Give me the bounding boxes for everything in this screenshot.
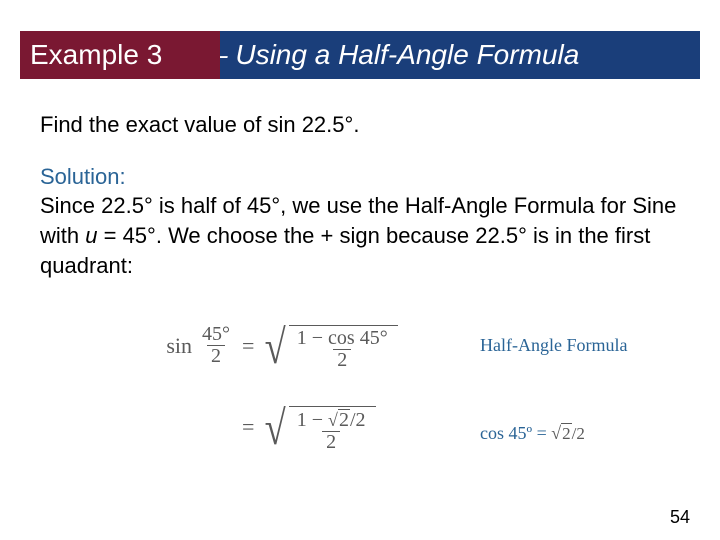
equals-sign: = <box>234 333 262 359</box>
banner-subtitle: – Using a Half-Angle Formula <box>200 31 700 79</box>
square-root-1: √ 1 − cos 45° 2 <box>262 320 397 371</box>
sqrt-fraction-1: 1 − cos 45° 2 <box>293 328 392 371</box>
annotation-half-angle: Half-Angle Formula <box>480 335 627 356</box>
cos45-lhs: cos 45º = <box>480 423 551 443</box>
sqrt2-num: 1 − √2/2 <box>293 409 370 431</box>
frac-den: 2 <box>207 345 225 367</box>
solution-label: Solution: <box>40 162 680 192</box>
prompt-text: Find the exact value of sin 22.5°. <box>40 110 680 140</box>
title-banner: – Using a Half-Angle Formula Example 3 <box>20 31 700 79</box>
radical-icon: √ <box>265 409 286 461</box>
explanation-part2: = 45°. We choose the + sign because 22.5… <box>40 223 650 278</box>
equals-sign-2: = <box>234 414 262 440</box>
annotation-cos45: cos 45º = √2/2 <box>480 423 585 444</box>
sqrt1-num: 1 − cos 45° <box>293 328 392 349</box>
fraction-45-over-2: 45° 2 <box>198 324 234 367</box>
square-root-2: √ 1 − √2/2 2 <box>262 401 375 453</box>
formula-block: sin 45° 2 = √ 1 − cos 45° 2 45°2 = √ <box>140 320 440 483</box>
explanation-text: Since 22.5° is half of 45°, we use the H… <box>40 191 680 280</box>
sqrt1-den: 2 <box>333 349 351 371</box>
banner-title: Example 3 <box>20 31 220 79</box>
u-variable: u <box>85 223 97 248</box>
page-number: 54 <box>670 507 690 528</box>
radical-icon: √ <box>265 328 286 379</box>
sqrt-fraction-2: 1 − √2/2 2 <box>293 409 370 453</box>
sin-label: sin <box>140 333 192 359</box>
formula-row-1: sin 45° 2 = √ 1 − cos 45° 2 <box>140 320 440 371</box>
sqrt2-den: 2 <box>322 431 340 453</box>
content-block: Find the exact value of sin 22.5°. Solut… <box>40 110 680 280</box>
formula-row-2: 45°2 = √ 1 − √2/2 2 <box>140 401 440 453</box>
frac-num: 45° <box>198 324 234 345</box>
